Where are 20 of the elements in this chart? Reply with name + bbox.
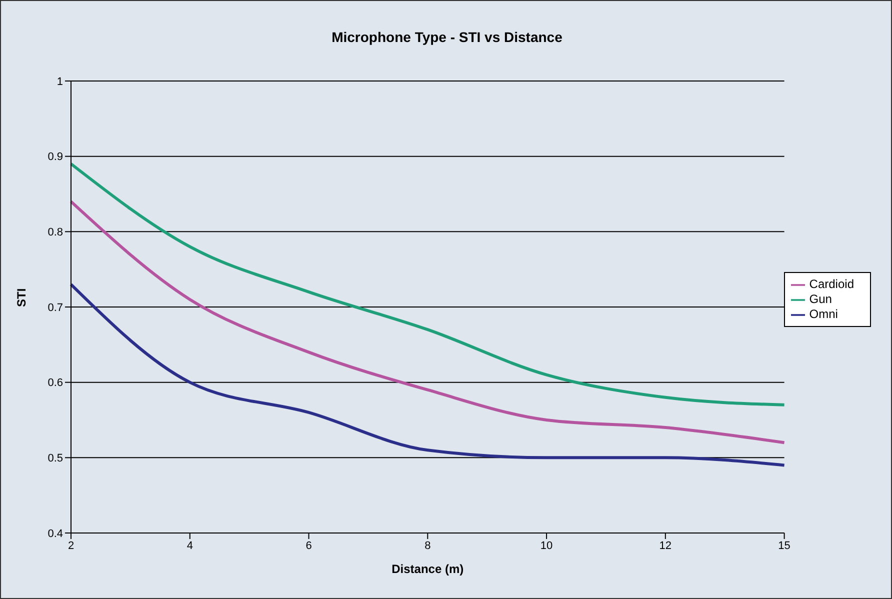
- x-tick-label: 4: [186, 540, 193, 552]
- y-tick-label: 0.6: [48, 377, 63, 390]
- y-axis-title: STI: [14, 288, 28, 307]
- y-tick-label: 0.5: [48, 452, 63, 465]
- x-tick-label: 12: [659, 540, 672, 552]
- y-tick-label: 0.9: [48, 151, 63, 164]
- x-tick-label: 6: [306, 540, 312, 552]
- y-tick-label: 0.7: [48, 302, 63, 314]
- x-tick-label: 8: [424, 540, 431, 552]
- y-tick-label: 1: [56, 76, 63, 88]
- y-tick-label: 0.4: [48, 528, 63, 540]
- x-axis-title: Distance (m): [392, 562, 464, 576]
- legend-label: Gun: [809, 292, 832, 306]
- chart-title: Microphone Type - STI vs Distance: [330, 29, 564, 45]
- x-tick-label: 2: [68, 540, 74, 552]
- y-tick-label: 0.8: [48, 226, 63, 239]
- legend-label: Cardioid: [809, 277, 854, 292]
- legend-label: Omni: [809, 306, 838, 321]
- x-tick-label: 10: [540, 540, 553, 552]
- x-tick-label: 15: [778, 540, 790, 552]
